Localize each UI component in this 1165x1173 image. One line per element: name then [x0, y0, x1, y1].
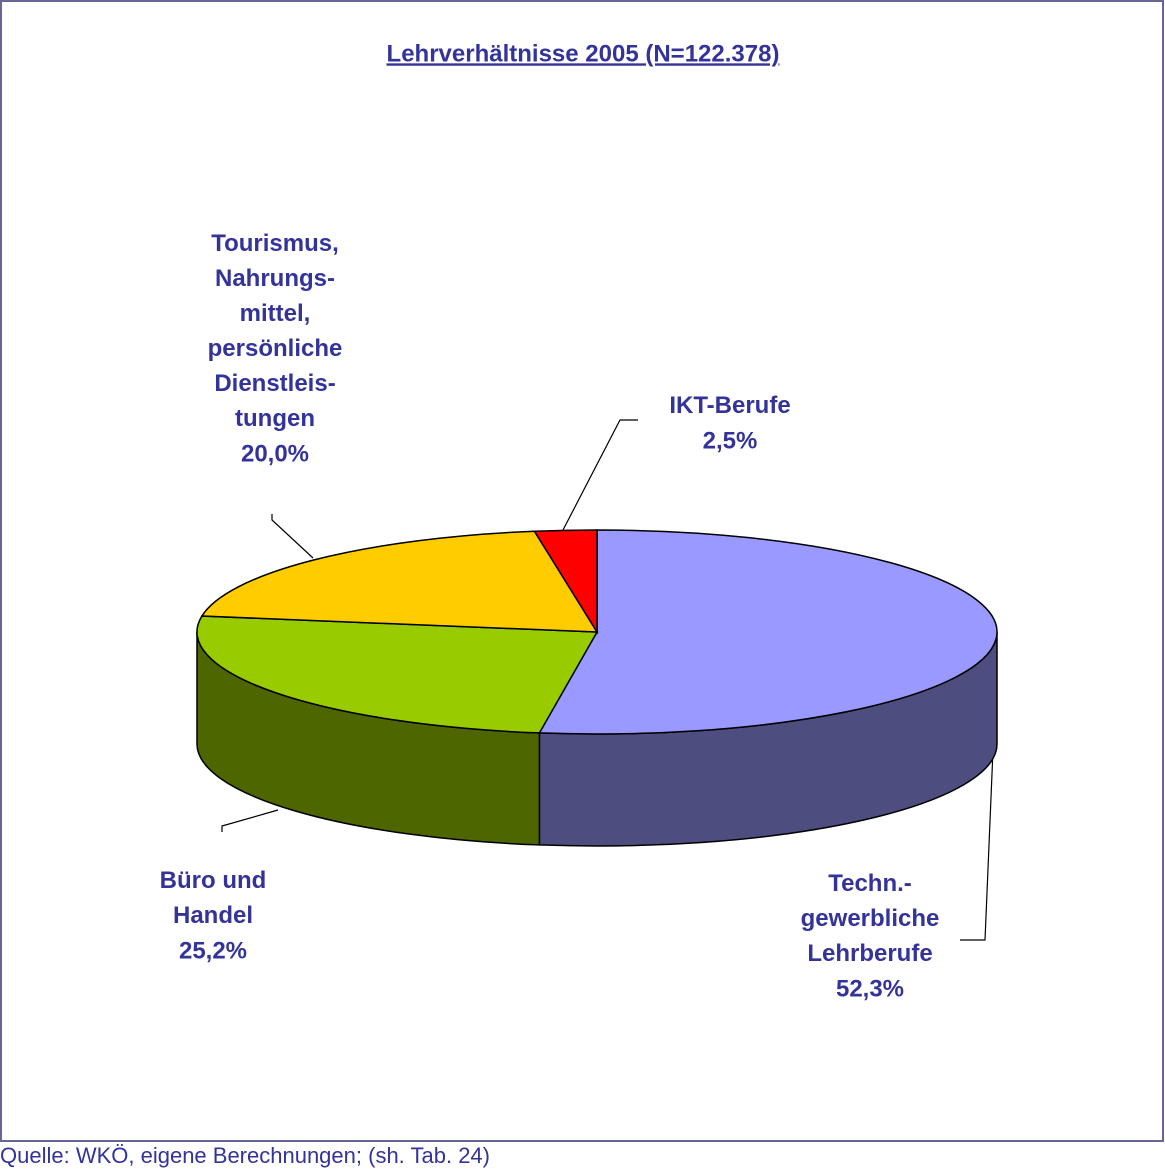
value-label: 2,5% [703, 427, 758, 454]
leader-lines [221, 419, 994, 941]
slice [196, 615, 599, 734]
slice [533, 529, 598, 635]
slice [538, 529, 998, 735]
chart-title: Lehrverhältnisse 2005 (N=122.378) [387, 40, 780, 67]
leader-line [960, 749, 994, 941]
value-label: 20,0% [241, 440, 309, 467]
value-label: 52,3% [836, 975, 904, 1002]
slice-label: Techn.-gewerbliche Lehrberufe [801, 870, 940, 967]
pie [196, 529, 998, 847]
slice-label: IKT-Berufe [669, 392, 790, 419]
source-note: Quelle: WKÖ, eigene Berechnungen; (sh. T… [0, 1143, 490, 1168]
slice-label: Büro und Handel [160, 867, 267, 929]
slice [200, 530, 599, 633]
value-label: 25,2% [179, 937, 247, 964]
leader-line [562, 419, 638, 531]
leader-line [221, 809, 279, 832]
leader-line [271, 514, 314, 559]
slice-label: Tourismus, Nahrungs-mittel, persönliche Die… [208, 230, 343, 432]
